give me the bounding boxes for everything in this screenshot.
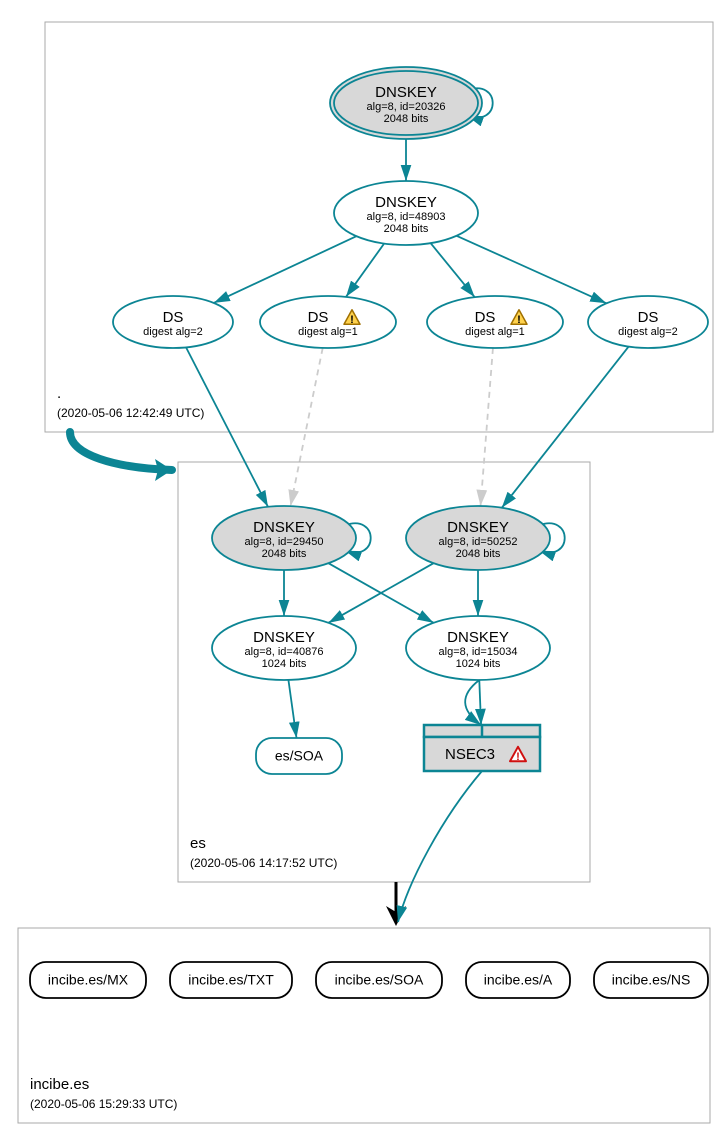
svg-text:alg=8, id=15034: alg=8, id=15034 [439, 646, 518, 658]
node-es_zsk2: DNSKEYalg=8, id=150341024 bits [406, 616, 550, 680]
node-es_ksk2: DNSKEYalg=8, id=502522048 bits [406, 506, 550, 570]
node-ds3: DS!digest alg=1 [427, 296, 563, 348]
svg-text:DS: DS [638, 309, 659, 326]
svg-text:!: ! [516, 751, 520, 763]
zone-incibe [18, 928, 710, 1123]
svg-text:digest alg=2: digest alg=2 [618, 326, 678, 338]
svg-text:DNSKEY: DNSKEY [253, 629, 315, 646]
node-ds1: DSdigest alg=2 [113, 296, 233, 348]
node-es_zsk1: DNSKEYalg=8, id=408761024 bits [212, 616, 356, 680]
svg-text:DNSKEY: DNSKEY [447, 519, 509, 536]
svg-text:DS: DS [308, 309, 329, 326]
svg-text:alg=8, id=20326: alg=8, id=20326 [367, 101, 446, 113]
node-root_zsk: DNSKEYalg=8, id=489032048 bits [334, 181, 478, 245]
dnssec-diagram: . (2020-05-06 12:42:49 UTC) es (2020-05-06 … [0, 0, 728, 1138]
svg-text:DNSKEY: DNSKEY [375, 84, 437, 101]
svg-text:incibe.es: incibe.es [30, 1076, 89, 1093]
svg-text:!: ! [517, 314, 521, 326]
svg-text:(2020-05-06 12:42:49 UTC): (2020-05-06 12:42:49 UTC) [57, 406, 204, 420]
svg-text:DS: DS [475, 309, 496, 326]
svg-text:!: ! [350, 314, 354, 326]
svg-text:digest alg=2: digest alg=2 [143, 326, 203, 338]
node-rr_soa: incibe.es/SOA [316, 962, 442, 998]
svg-text:NSEC3: NSEC3 [445, 746, 495, 763]
svg-text:2048 bits: 2048 bits [384, 113, 429, 125]
svg-text:2048 bits: 2048 bits [456, 548, 501, 560]
node-soa: es/SOA [256, 738, 342, 774]
svg-text:es/SOA: es/SOA [275, 748, 324, 764]
svg-text:DNSKEY: DNSKEY [253, 519, 315, 536]
node-ds2: DS!digest alg=1 [260, 296, 396, 348]
svg-text:alg=8, id=50252: alg=8, id=50252 [439, 536, 518, 548]
svg-text:digest alg=1: digest alg=1 [465, 326, 525, 338]
svg-text:alg=8, id=40876: alg=8, id=40876 [245, 646, 324, 658]
svg-text:alg=8, id=48903: alg=8, id=48903 [367, 211, 446, 223]
svg-text:1024 bits: 1024 bits [456, 658, 501, 670]
svg-text:DNSKEY: DNSKEY [375, 194, 437, 211]
svg-text:alg=8, id=29450: alg=8, id=29450 [245, 536, 324, 548]
node-ds4: DSdigest alg=2 [588, 296, 708, 348]
svg-text:1024 bits: 1024 bits [262, 658, 307, 670]
node-rr_a: incibe.es/A [466, 962, 570, 998]
svg-text:digest alg=1: digest alg=1 [298, 326, 358, 338]
node-root_ksk: DNSKEYalg=8, id=203262048 bits [330, 67, 482, 139]
svg-text:DNSKEY: DNSKEY [447, 629, 509, 646]
node-es_ksk1: DNSKEYalg=8, id=294502048 bits [212, 506, 356, 570]
svg-text:es: es [190, 835, 206, 852]
svg-text:incibe.es/TXT: incibe.es/TXT [188, 972, 274, 988]
svg-text:incibe.es/MX: incibe.es/MX [48, 972, 129, 988]
node-rr_ns: incibe.es/NS [594, 962, 708, 998]
svg-text:incibe.es/A: incibe.es/A [484, 972, 553, 988]
svg-text:(2020-05-06 14:17:52 UTC): (2020-05-06 14:17:52 UTC) [190, 856, 337, 870]
svg-text:incibe.es/NS: incibe.es/NS [612, 972, 691, 988]
svg-text:2048 bits: 2048 bits [384, 223, 429, 235]
node-nsec3: NSEC3! [424, 725, 540, 771]
svg-text:incibe.es/SOA: incibe.es/SOA [335, 972, 424, 988]
node-rr_txt: incibe.es/TXT [170, 962, 292, 998]
svg-text:(2020-05-06 15:29:33 UTC): (2020-05-06 15:29:33 UTC) [30, 1097, 177, 1111]
svg-text:.: . [57, 385, 61, 402]
svg-text:2048 bits: 2048 bits [262, 548, 307, 560]
node-rr_mx: incibe.es/MX [30, 962, 146, 998]
svg-text:DS: DS [163, 309, 184, 326]
